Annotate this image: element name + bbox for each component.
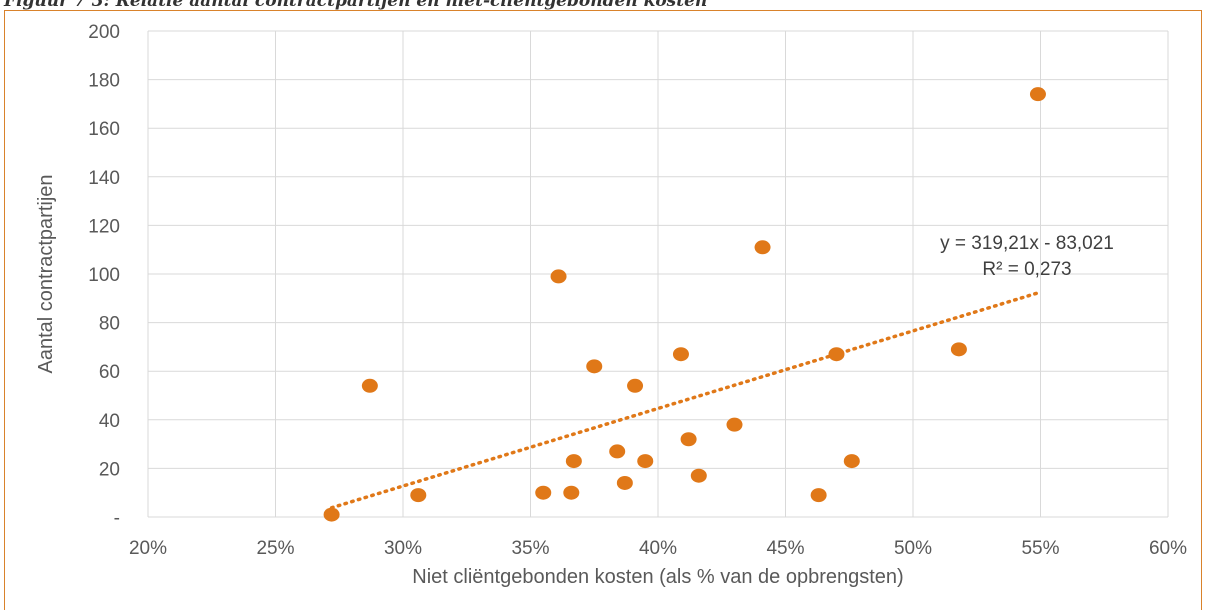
data-points (323, 87, 1046, 522)
data-point (754, 240, 771, 255)
gridlines (147, 30, 1169, 518)
data-point (690, 468, 707, 483)
y-tick-label: - (114, 508, 120, 529)
x-tick-label: 40% (639, 538, 677, 559)
y-tick-label: 100 (88, 265, 120, 286)
data-point (672, 347, 689, 362)
x-tick-label: 25% (256, 538, 294, 559)
y-tick-label: 120 (88, 216, 120, 237)
trendline-group (329, 291, 1040, 510)
data-point (828, 347, 845, 362)
x-tick-label: 45% (766, 538, 804, 559)
data-point (616, 475, 633, 490)
x-tick-label: 30% (384, 538, 422, 559)
figure-caption: Figuur 7 3: Relatie aantal contractparti… (4, 0, 708, 11)
data-point (361, 378, 378, 393)
data-point (609, 444, 626, 459)
data-point (410, 488, 427, 503)
data-point (726, 417, 743, 432)
data-point (535, 485, 552, 500)
data-point (950, 342, 967, 357)
data-point (563, 485, 580, 500)
x-axis-title: Niet cliëntgebonden kosten (als % van de… (412, 566, 903, 588)
y-tick-label: 20 (99, 459, 120, 480)
data-point (565, 454, 582, 469)
x-tick-label: 35% (511, 538, 549, 559)
y-tick-label: 140 (88, 168, 120, 189)
x-tick-label: 60% (1149, 538, 1187, 559)
trendline-r-squared: R² = 0,273 (982, 259, 1071, 280)
data-point (810, 488, 827, 503)
trendline (329, 291, 1040, 510)
x-tick-label: 20% (129, 538, 167, 559)
y-tick-label: 200 (88, 22, 120, 43)
y-tick-label: 160 (88, 119, 120, 140)
data-point (637, 454, 654, 469)
y-tick-labels: - 20 40 60 80 100 120 140 160 180 200 (88, 22, 120, 529)
x-tick-label: 50% (894, 538, 932, 559)
data-point (1029, 87, 1046, 102)
data-point (680, 432, 697, 447)
data-point (586, 359, 603, 374)
data-point (843, 454, 860, 469)
y-tick-label: 60 (99, 362, 120, 383)
data-point (550, 269, 567, 284)
y-tick-label: 180 (88, 71, 120, 92)
y-tick-label: 40 (99, 411, 120, 432)
figure-frame (4, 10, 1202, 610)
y-tick-label: 80 (99, 314, 120, 335)
x-tick-label: 55% (1021, 538, 1059, 559)
data-point (323, 507, 340, 522)
y-axis-title: Aantal contractpartijen (35, 174, 57, 373)
x-tick-labels: 20% 25% 30% 35% 40% 45% 50% 55% 60% (129, 538, 1187, 559)
data-point (627, 378, 644, 393)
trendline-equation: y = 319,21x - 83,021 (940, 233, 1114, 254)
